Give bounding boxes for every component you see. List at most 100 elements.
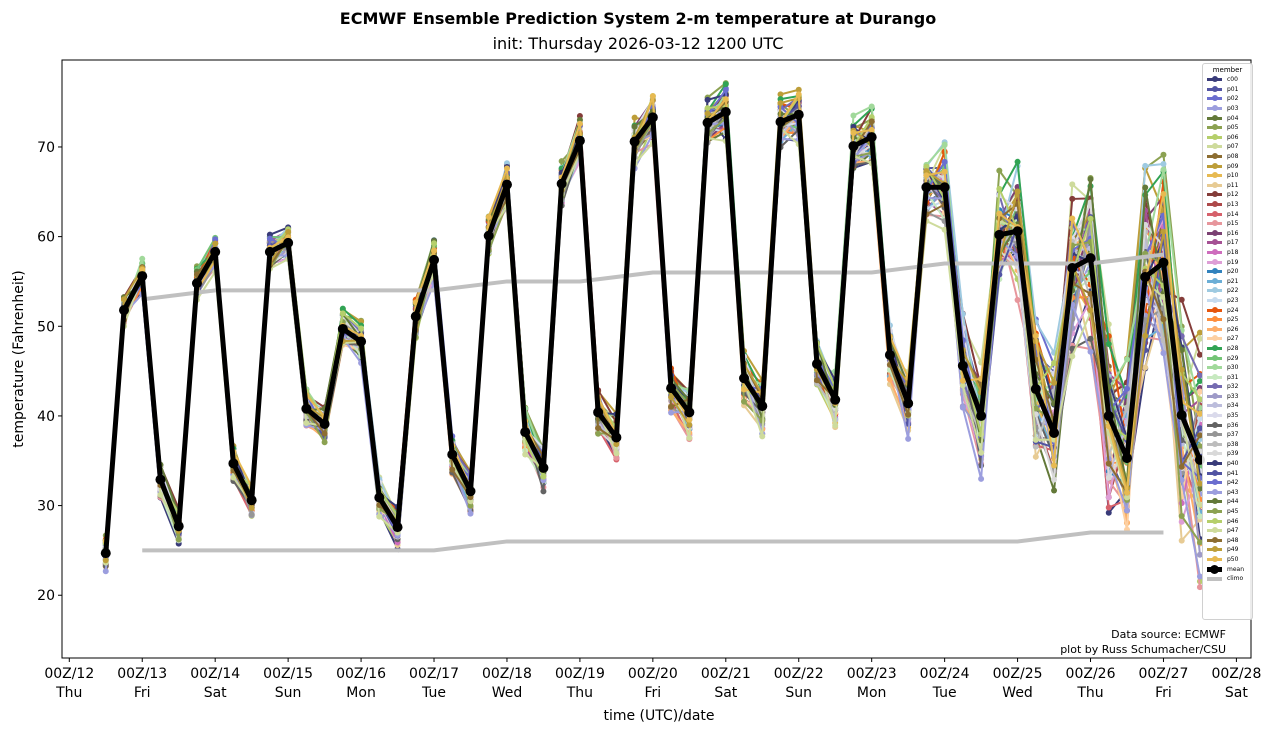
member-point bbox=[1123, 405, 1130, 412]
x-tick-dow: Tue bbox=[421, 685, 446, 701]
legend-item-p01: p01 bbox=[1203, 85, 1252, 95]
legend-label: p42 bbox=[1227, 479, 1239, 487]
member-point bbox=[941, 141, 948, 148]
legend-item-p26: p26 bbox=[1203, 324, 1252, 334]
legend-item-p16: p16 bbox=[1203, 229, 1252, 239]
legend-label: p03 bbox=[1227, 105, 1239, 113]
mean-point bbox=[1103, 410, 1114, 421]
mean-point bbox=[374, 492, 385, 503]
member-series-p01 bbox=[102, 107, 1203, 555]
mean-point bbox=[957, 360, 968, 371]
legend-label: p47 bbox=[1227, 527, 1239, 535]
legend-item-p30: p30 bbox=[1203, 363, 1252, 373]
legend-label: p43 bbox=[1227, 488, 1239, 496]
legend-label: p26 bbox=[1227, 325, 1239, 333]
member-lines bbox=[102, 80, 1203, 591]
member-point bbox=[1105, 494, 1112, 501]
member-point bbox=[978, 475, 985, 482]
member-series-p27 bbox=[102, 100, 1203, 559]
member-point bbox=[339, 310, 346, 317]
member-point bbox=[686, 434, 693, 441]
member-point bbox=[795, 91, 802, 98]
member-point bbox=[431, 247, 438, 254]
legend-swatch bbox=[1207, 76, 1222, 83]
climo-lines bbox=[141, 252, 1164, 553]
legend-label: p01 bbox=[1227, 85, 1239, 93]
member-point bbox=[1142, 162, 1149, 169]
legend-item-p47: p47 bbox=[1203, 526, 1252, 536]
member-point bbox=[1123, 507, 1130, 514]
member-point bbox=[1142, 332, 1149, 339]
member-point bbox=[1087, 348, 1094, 355]
member-point bbox=[832, 422, 839, 429]
x-tick-dow: Thu bbox=[55, 685, 82, 701]
member-point bbox=[157, 491, 164, 498]
mean-point bbox=[410, 311, 421, 322]
member-point bbox=[1123, 356, 1130, 363]
legend-swatch bbox=[1207, 316, 1222, 323]
x-tick-dow: Sat bbox=[714, 685, 737, 701]
y-axis-ticks: 20 30 40 50 60 70 bbox=[37, 140, 62, 604]
member-point bbox=[741, 386, 748, 393]
mean-point bbox=[903, 398, 914, 409]
x-tick-label: 00Z/26 bbox=[1066, 666, 1116, 682]
member-point bbox=[959, 382, 966, 389]
x-tick-label: 00Z/19 bbox=[555, 666, 605, 682]
member-point bbox=[1178, 463, 1185, 470]
legend-item-p23: p23 bbox=[1203, 296, 1252, 306]
legend-swatch bbox=[1207, 564, 1222, 574]
member-point bbox=[686, 416, 693, 423]
member-point bbox=[1178, 518, 1185, 525]
legend-label: p07 bbox=[1227, 143, 1239, 151]
legend-swatch bbox=[1207, 229, 1222, 236]
legend-item-p45: p45 bbox=[1203, 507, 1252, 517]
legend-swatch bbox=[1207, 517, 1222, 524]
x-tick-dow: Fri bbox=[645, 685, 662, 701]
mean-point bbox=[465, 486, 476, 497]
legend-swatch bbox=[1207, 287, 1222, 294]
x-tick-dow: Sun bbox=[785, 685, 812, 701]
y-tick-label: 70 bbox=[37, 140, 55, 156]
member-point bbox=[923, 163, 930, 170]
climo-lower-line bbox=[142, 530, 1164, 553]
legend-swatch bbox=[1207, 576, 1222, 581]
legend-swatch bbox=[1207, 277, 1222, 284]
y-axis-label: temperature (Fahrenheit) bbox=[11, 270, 27, 447]
legend-label: p12 bbox=[1227, 191, 1239, 199]
legend-item-climo: climo bbox=[1203, 574, 1252, 584]
member-point bbox=[1142, 184, 1149, 191]
x-tick-label: 00Z/21 bbox=[701, 666, 751, 682]
member-point bbox=[686, 421, 693, 428]
mean-point bbox=[775, 116, 786, 127]
legend-swatch bbox=[1207, 124, 1222, 131]
legend-item-p34: p34 bbox=[1203, 401, 1252, 411]
member-point bbox=[923, 168, 930, 175]
legend-item-p35: p35 bbox=[1203, 411, 1252, 421]
legend-label: p24 bbox=[1227, 306, 1239, 314]
member-point bbox=[813, 377, 820, 384]
legend-label: p39 bbox=[1227, 450, 1239, 458]
member-point bbox=[1123, 494, 1130, 501]
mean-point bbox=[501, 179, 512, 190]
member-point bbox=[868, 114, 875, 121]
mean-point bbox=[1085, 253, 1096, 264]
legend-swatch bbox=[1207, 412, 1222, 419]
mean-point bbox=[100, 548, 111, 559]
legend-label: p37 bbox=[1227, 431, 1239, 439]
author-credit: plot by Russ Schumacher/CSU bbox=[1060, 643, 1226, 656]
legend-item-p10: p10 bbox=[1203, 171, 1252, 181]
member-point bbox=[522, 451, 529, 458]
legend-label: mean bbox=[1227, 565, 1245, 573]
mean-point bbox=[848, 141, 859, 152]
legend-label: p36 bbox=[1227, 421, 1239, 429]
legend-item-mean: mean bbox=[1203, 564, 1252, 574]
member-point bbox=[1196, 480, 1203, 487]
mean-point bbox=[119, 305, 130, 316]
legend-item-p28: p28 bbox=[1203, 344, 1252, 354]
legend-swatch bbox=[1207, 306, 1222, 313]
member-point bbox=[467, 510, 474, 517]
member-point bbox=[1160, 151, 1167, 158]
x-tick-label: 00Z/15 bbox=[263, 666, 313, 682]
legend-label: p33 bbox=[1227, 392, 1239, 400]
mean-point bbox=[866, 132, 877, 143]
